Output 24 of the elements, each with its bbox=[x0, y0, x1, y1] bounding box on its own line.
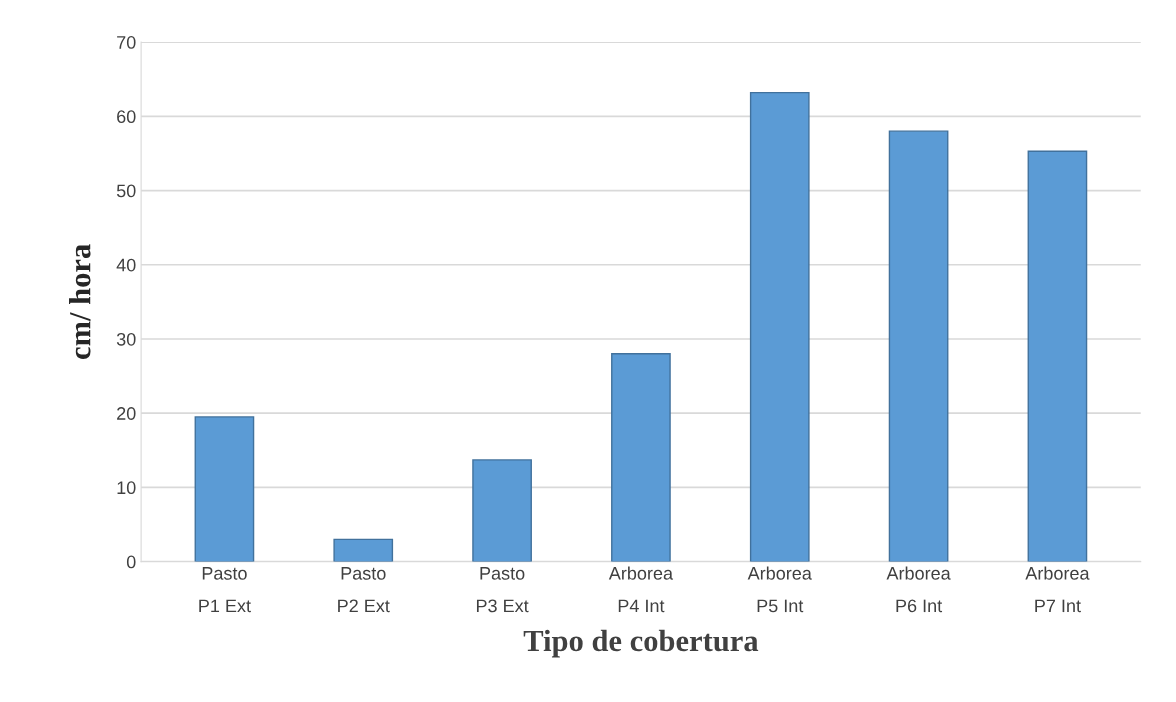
bar bbox=[1027, 150, 1088, 562]
y-tick-label: 70 bbox=[117, 36, 136, 49]
y-axis-title: cm/ hora bbox=[69, 244, 91, 359]
x-tick-label: Pasto P2 Ext bbox=[338, 567, 390, 613]
x-tick-label: Arborea P7 Int bbox=[1025, 566, 1090, 613]
y-tick-label: 50 bbox=[116, 184, 136, 198]
y-tick-label: 0 bbox=[126, 555, 136, 569]
x-tick-label: Arborea P5 Int bbox=[747, 566, 812, 613]
bar bbox=[333, 538, 394, 562]
bar bbox=[472, 459, 532, 562]
x-tick-label: Pasto P1 Ext bbox=[199, 567, 251, 613]
y-tick-label: 60 bbox=[117, 110, 136, 124]
x-tick-label: Arborea P4 Int bbox=[608, 566, 674, 613]
x-tick-label: Pasto P3 Ext bbox=[476, 567, 529, 613]
bar bbox=[194, 416, 255, 562]
bar bbox=[888, 130, 949, 562]
y-tick-label: 40 bbox=[116, 258, 136, 272]
bar bbox=[611, 353, 671, 562]
x-tick-label: Arborea P6 Int bbox=[886, 566, 951, 613]
y-tick-label: 10 bbox=[117, 481, 136, 495]
bar bbox=[749, 91, 810, 562]
y-tick-label: 20 bbox=[117, 407, 136, 420]
y-tick-label: 30 bbox=[116, 332, 136, 346]
x-axis-title: Tipo de cobertura bbox=[523, 629, 759, 658]
